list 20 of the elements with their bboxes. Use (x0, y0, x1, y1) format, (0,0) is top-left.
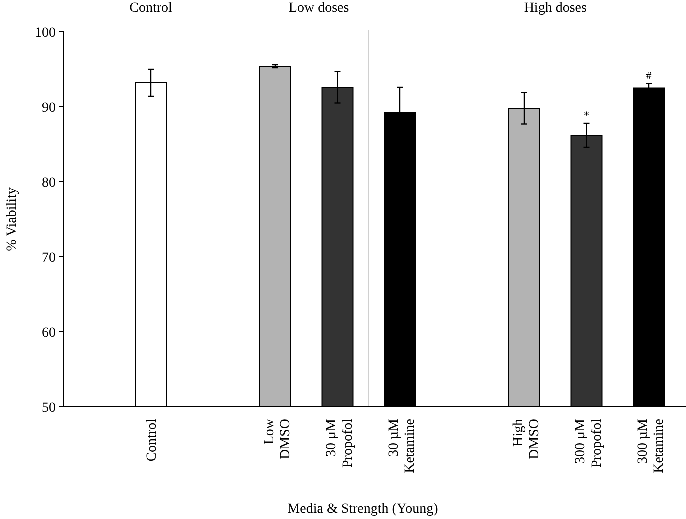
y-tick-label: 90 (42, 100, 56, 116)
y-tick-label: 70 (42, 250, 56, 266)
y-tick-label: 60 (42, 326, 56, 341)
y-tick-label: 100 (35, 26, 56, 41)
y-tick-label: 80 (42, 176, 56, 191)
x-tick-label: 30 µM Ketamine (386, 418, 418, 474)
x-tick-label: 30 µM Propofol (324, 418, 356, 468)
x-tick-label: Low DMSO (262, 418, 294, 460)
text: High doses (524, 1, 587, 16)
y-tick-label: 50 (42, 400, 56, 416)
y-axis-title: % Viability (5, 188, 20, 252)
text: Low doses (288, 1, 350, 16)
x-axis-title: Media & Strength (Young) (288, 502, 439, 517)
x-tick-label: High DMSO (511, 419, 542, 460)
annotation: * (584, 110, 590, 122)
x-tick-label: Control (144, 418, 160, 462)
annotation: # (646, 70, 652, 82)
text: Control (130, 1, 172, 16)
x-tick-label: 300 µM Ketamine (636, 418, 667, 474)
x-tick-label: 300 µM Propofol (574, 418, 605, 468)
